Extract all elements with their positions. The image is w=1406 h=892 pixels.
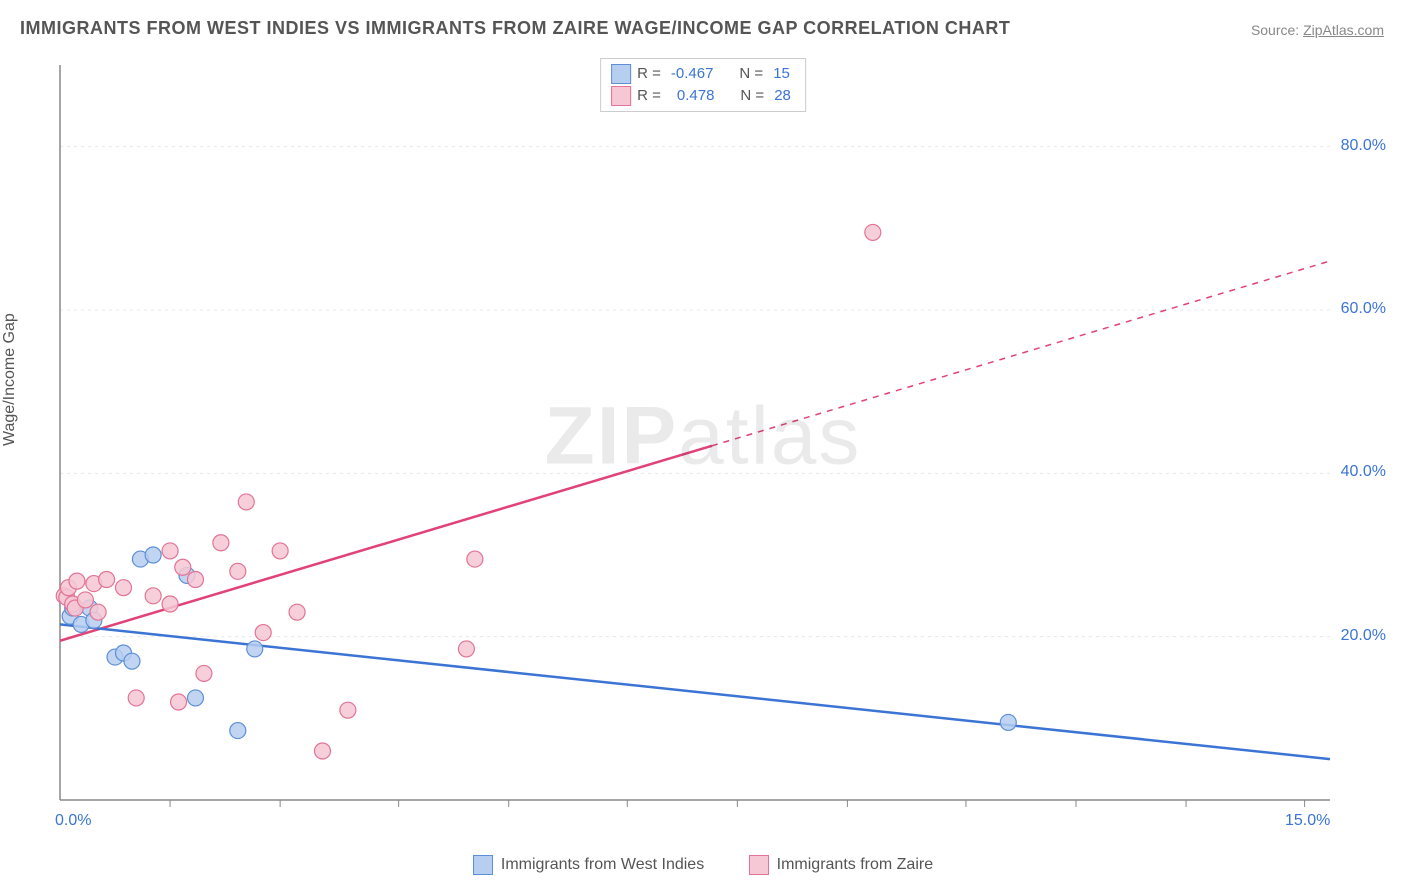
legend-n-value-1: 15: [769, 63, 794, 85]
legend-swatch-icon: [749, 855, 769, 875]
source-prefix: Source:: [1251, 22, 1303, 38]
legend-r-value-2: 0.478: [667, 85, 719, 107]
y-tick-label: 40.0%: [1341, 463, 1386, 481]
x-tick-label: 0.0%: [55, 812, 91, 830]
legend-label-series1: Immigrants from West Indies: [501, 856, 704, 874]
legend-n-label: N =: [740, 85, 764, 107]
legend-correlation: R = -0.467 N = 15 R = 0.478 N = 28: [600, 58, 806, 112]
correlation-chart: [55, 55, 1385, 825]
source-attribution: Source: ZipAtlas.com: [1251, 22, 1384, 38]
legend-label-series2: Immigrants from Zaire: [777, 856, 933, 874]
source-link[interactable]: ZipAtlas.com: [1303, 22, 1384, 38]
legend-n-value-2: 28: [770, 85, 795, 107]
legend-swatch-icon: [473, 855, 493, 875]
y-axis-label: Wage/Income Gap: [1, 313, 19, 446]
legend-swatch-series1: [611, 64, 631, 84]
legend-n-label: N =: [739, 63, 763, 85]
legend-r-value-1: -0.467: [667, 63, 718, 85]
y-tick-label: 20.0%: [1341, 627, 1386, 645]
legend-item-series2: Immigrants from Zaire: [749, 855, 933, 875]
legend-r-label: R =: [637, 85, 661, 107]
chart-title: IMMIGRANTS FROM WEST INDIES VS IMMIGRANT…: [20, 18, 1010, 39]
legend-row-series2: R = 0.478 N = 28: [611, 85, 795, 107]
x-tick-label: 15.0%: [1285, 812, 1330, 830]
legend-series: Immigrants from West Indies Immigrants f…: [0, 855, 1406, 880]
legend-r-label: R =: [637, 63, 661, 85]
y-tick-label: 80.0%: [1341, 137, 1386, 155]
legend-row-series1: R = -0.467 N = 15: [611, 63, 795, 85]
legend-swatch-series2: [611, 86, 631, 106]
legend-item-series1: Immigrants from West Indies: [473, 855, 704, 875]
y-tick-label: 60.0%: [1341, 300, 1386, 318]
